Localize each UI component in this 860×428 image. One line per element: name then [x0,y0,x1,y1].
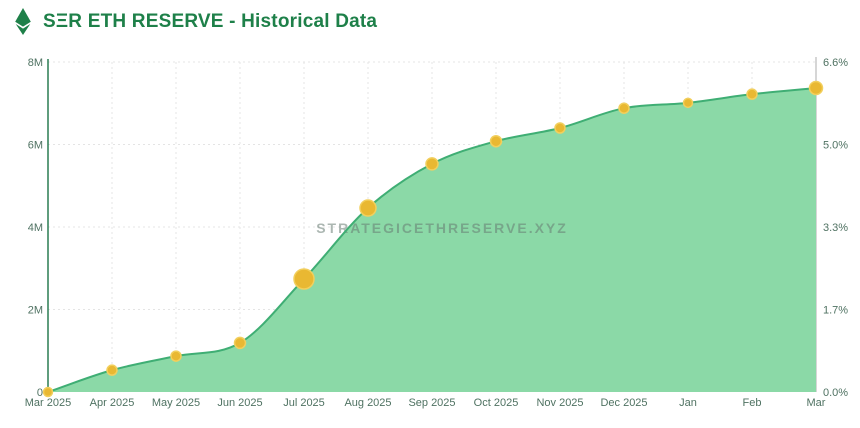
x-axis-label: Oct 2025 [474,397,519,409]
data-point-aug-2025[interactable] [359,199,377,217]
data-point-jul-2025[interactable] [293,268,315,290]
data-point-mar-2025[interactable] [42,386,54,398]
left-axis-tick: 8M [28,57,43,69]
left-axis-tick: 6M [28,139,43,151]
page-title: SΞR ETH RESERVE - Historical Data [43,10,378,32]
reserve-area-fill [48,87,816,393]
x-axis-label: Aug 2025 [344,397,391,409]
data-point-oct-2025[interactable] [489,134,503,148]
chart-watermark: STRATEGICETHRESERVE.XYZ [316,220,568,236]
right-axis-tick: 0.0% [823,387,848,399]
x-axis-label: Apr 2025 [90,397,135,409]
data-point-feb[interactable] [746,88,758,100]
x-axis-label: Jan [679,397,697,409]
left-axis-tick: 2M [28,304,43,316]
x-axis-label: Jul 2025 [283,397,325,409]
left-axis-tick: 4M [28,222,43,234]
ethereum-icon [15,8,31,35]
x-axis-label: May 2025 [152,397,200,409]
x-axis-label: Jun 2025 [217,397,262,409]
left-axis-tick: 0 [37,387,43,399]
right-axis-tick: 1.7% [823,304,848,316]
chart-header: SΞR ETH RESERVE - Historical Data [13,8,377,35]
data-point-apr-2025[interactable] [106,364,118,376]
right-axis-tick: 3.3% [823,222,848,234]
data-point-nov-2025[interactable] [554,122,566,134]
x-axis-label: Mar 2025 [25,397,71,409]
right-axis-tick: 5.0% [823,139,848,151]
x-axis-label: Dec 2025 [600,397,647,409]
x-axis-label: Mar [807,397,826,409]
data-point-may-2025[interactable] [170,350,182,362]
right-axis-tick: 6.6% [823,57,848,69]
data-point-mar[interactable] [808,80,824,96]
data-point-sep-2025[interactable] [425,157,439,171]
data-point-dec-2025[interactable] [618,102,630,114]
x-axis-label: Sep 2025 [408,397,455,409]
data-point-jun-2025[interactable] [233,336,247,350]
x-axis-label: Nov 2025 [536,397,583,409]
x-axis-label: Feb [743,397,762,409]
data-point-jan[interactable] [682,97,694,109]
